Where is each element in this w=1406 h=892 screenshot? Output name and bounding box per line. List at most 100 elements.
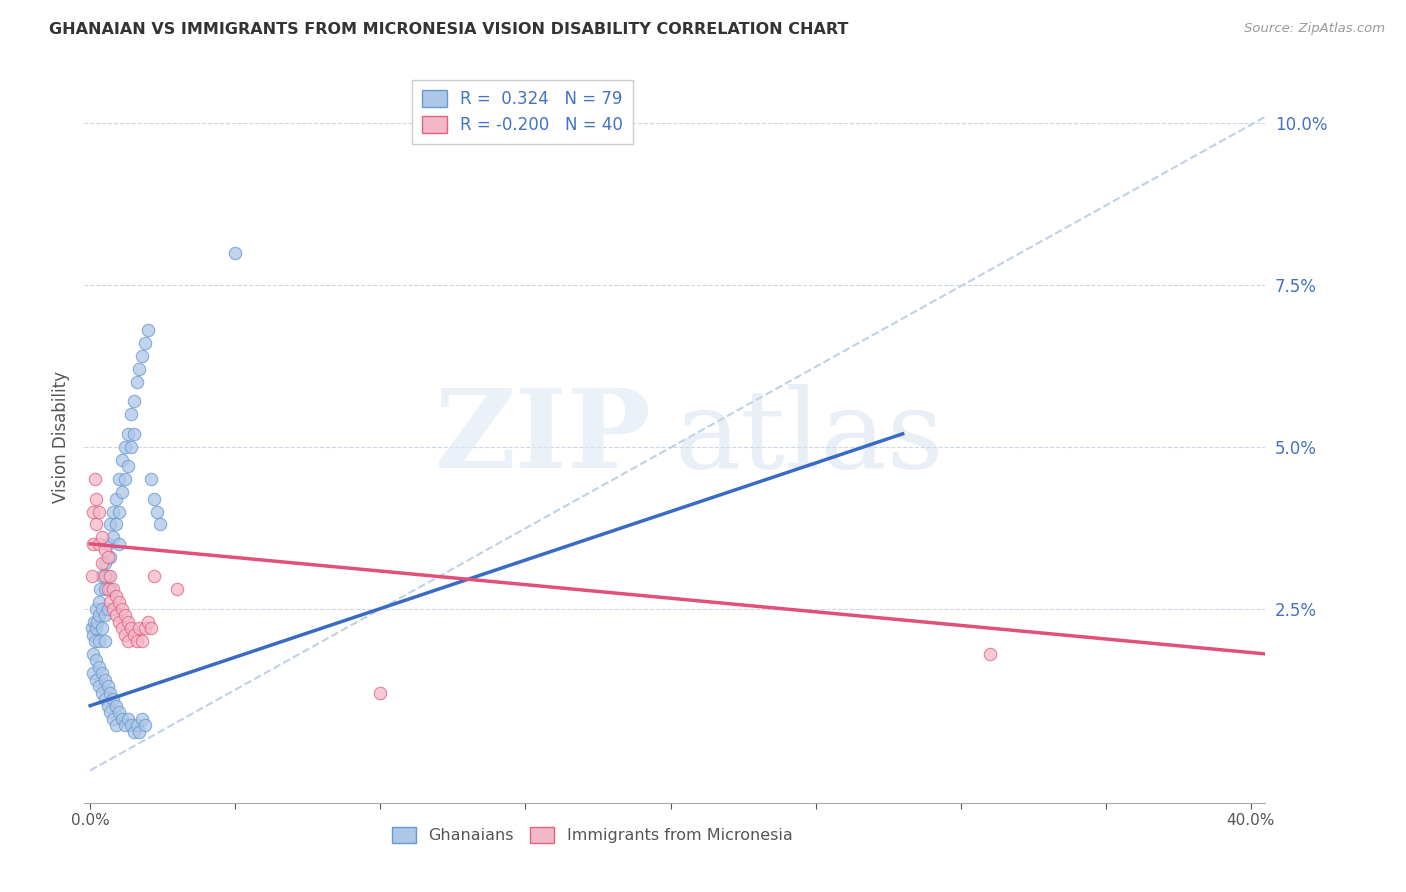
Legend: Ghanaians, Immigrants from Micronesia: Ghanaians, Immigrants from Micronesia <box>385 821 799 850</box>
Point <box>111 712 134 726</box>
Point <box>143 569 166 583</box>
Point <box>139 621 162 635</box>
Point <box>100 517 122 532</box>
Point <box>103 530 125 544</box>
Point <box>108 705 131 719</box>
Point <box>146 504 169 518</box>
Point <box>82 504 104 518</box>
Point <box>105 589 128 603</box>
Point <box>100 686 122 700</box>
Point <box>82 666 104 681</box>
Point <box>84 601 107 615</box>
Point <box>93 673 115 687</box>
Point <box>120 621 142 635</box>
Point <box>117 634 139 648</box>
Point <box>131 634 153 648</box>
Point <box>105 491 128 506</box>
Point <box>87 660 110 674</box>
Point <box>97 537 120 551</box>
Point <box>90 686 112 700</box>
Point <box>105 608 128 623</box>
Text: ZIP: ZIP <box>434 384 651 491</box>
Point <box>90 601 112 615</box>
Point <box>97 601 120 615</box>
Point <box>108 595 131 609</box>
Point <box>134 336 156 351</box>
Point <box>84 673 107 687</box>
Point <box>103 582 125 597</box>
Point <box>83 615 105 629</box>
Point <box>90 666 112 681</box>
Point <box>134 621 156 635</box>
Point <box>82 627 104 641</box>
Point <box>139 472 162 486</box>
Point <box>128 621 150 635</box>
Point <box>105 718 128 732</box>
Point <box>122 724 145 739</box>
Point <box>84 517 107 532</box>
Point <box>90 557 112 571</box>
Point <box>128 362 150 376</box>
Point <box>87 504 110 518</box>
Point <box>111 485 134 500</box>
Point <box>93 634 115 648</box>
Y-axis label: Vision Disability: Vision Disability <box>52 371 70 503</box>
Point <box>93 692 115 706</box>
Point <box>114 472 136 486</box>
Point <box>114 627 136 641</box>
Point <box>90 530 112 544</box>
Point <box>86 615 108 629</box>
Point <box>111 621 134 635</box>
Point <box>128 724 150 739</box>
Point <box>125 375 148 389</box>
Text: atlas: atlas <box>675 384 945 491</box>
Point <box>100 549 122 564</box>
Point <box>979 647 1001 661</box>
Point <box>100 582 122 597</box>
Point <box>370 686 392 700</box>
Point <box>93 569 115 583</box>
Point <box>100 569 122 583</box>
Point <box>125 634 148 648</box>
Point <box>93 582 115 597</box>
Point <box>105 698 128 713</box>
Point <box>117 459 139 474</box>
Point <box>87 537 110 551</box>
Point <box>111 601 134 615</box>
Point <box>103 504 125 518</box>
Point <box>103 712 125 726</box>
Point <box>108 504 131 518</box>
Point <box>122 627 145 641</box>
Point <box>108 472 131 486</box>
Point <box>131 712 153 726</box>
Point <box>82 647 104 661</box>
Point <box>87 634 110 648</box>
Point <box>125 718 148 732</box>
Point <box>93 557 115 571</box>
Point <box>93 543 115 558</box>
Point <box>80 621 103 635</box>
Point <box>89 582 111 597</box>
Point <box>131 349 153 363</box>
Point <box>84 491 107 506</box>
Point <box>166 582 188 597</box>
Point <box>108 615 131 629</box>
Point <box>120 408 142 422</box>
Point <box>93 608 115 623</box>
Point <box>97 698 120 713</box>
Point <box>114 608 136 623</box>
Point <box>122 426 145 441</box>
Point <box>224 245 246 260</box>
Text: GHANAIAN VS IMMIGRANTS FROM MICRONESIA VISION DISABILITY CORRELATION CHART: GHANAIAN VS IMMIGRANTS FROM MICRONESIA V… <box>49 22 849 37</box>
Point <box>120 440 142 454</box>
Point <box>82 537 104 551</box>
Point <box>114 718 136 732</box>
Point <box>103 601 125 615</box>
Point <box>114 440 136 454</box>
Point <box>97 549 120 564</box>
Point <box>87 595 110 609</box>
Point <box>149 517 172 532</box>
Point <box>136 323 159 337</box>
Point <box>143 491 166 506</box>
Point <box>87 608 110 623</box>
